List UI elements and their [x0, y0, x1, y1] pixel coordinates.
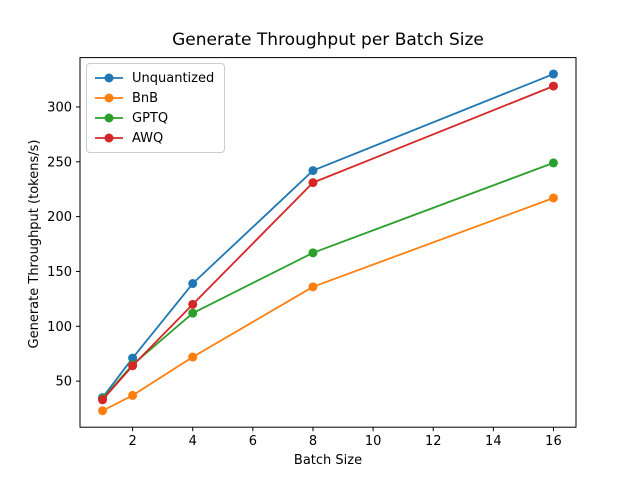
x-tick-label: 6: [249, 434, 257, 449]
legend-item-bnb: BnB: [94, 88, 214, 108]
legend-item-awq: AWQ: [94, 128, 214, 148]
data-point-awq-x8: [308, 178, 318, 188]
data-point-awq-x2: [128, 361, 138, 371]
data-point-unquantized-x16: [548, 69, 558, 79]
x-tick-label: 16: [545, 434, 562, 449]
legend-label: GPTQ: [132, 110, 169, 126]
data-point-gptq-x8: [308, 248, 318, 258]
legend-label: AWQ: [132, 130, 164, 146]
legend-marker-icon: [95, 73, 123, 83]
legend-label: BnB: [132, 90, 159, 106]
data-point-bnb-x16: [548, 193, 558, 203]
y-axis-label: Generate Throughput (tokens/s): [27, 139, 42, 349]
y-tick-label: 200: [47, 210, 72, 225]
legend-sample-marker: [104, 93, 114, 103]
data-point-bnb-x4: [188, 352, 198, 362]
x-tick-label: 4: [189, 434, 197, 449]
x-tick-label: 2: [128, 434, 136, 449]
data-point-bnb-x1: [98, 406, 108, 416]
x-axis-label: Batch Size: [293, 453, 363, 468]
data-point-awq-x1: [98, 395, 108, 405]
data-point-gptq-x16: [548, 158, 558, 168]
x-tick-label: 8: [309, 434, 317, 449]
x-tick-label: 14: [485, 434, 502, 449]
x-axis: 2 4 6 8 10 12 14 16: [128, 427, 562, 449]
data-point-unquantized-x4: [188, 279, 198, 289]
data-point-bnb-x8: [308, 282, 318, 292]
legend-marker-icon: [95, 133, 123, 143]
legend-item-unquantized: Unquantized: [94, 68, 214, 88]
legend-sample-marker: [104, 133, 114, 143]
data-point-awq-x16: [548, 81, 558, 91]
legend-label: Unquantized: [132, 70, 215, 86]
y-axis: 50 100 150 200 250 300: [47, 100, 80, 390]
data-point-unquantized-x8: [308, 166, 318, 176]
x-tick-label: 10: [365, 434, 382, 449]
y-tick-label: 250: [47, 155, 72, 170]
y-tick-label: 100: [47, 320, 72, 335]
data-point-gptq-x4: [188, 308, 198, 318]
y-tick-label: 150: [47, 265, 72, 280]
legend-marker-icon: [95, 113, 123, 123]
x-tick-label: 12: [425, 434, 442, 449]
legend-sample-marker: [104, 73, 114, 83]
data-point-awq-x4: [188, 299, 198, 309]
legend-marker-icon: [95, 93, 123, 103]
data-point-bnb-x2: [128, 390, 138, 400]
chart-title: Generate Throughput per Batch Size: [172, 30, 484, 50]
y-tick-label: 300: [47, 100, 72, 115]
y-tick-label: 50: [55, 375, 72, 390]
series-lines: [98, 69, 558, 416]
data-point-unquantized-x2: [128, 353, 138, 363]
legend-item-gptq: GPTQ: [94, 108, 214, 128]
legend-sample-marker: [104, 113, 114, 123]
legend: Unquantized BnB GPTQ AWQ: [86, 63, 226, 153]
